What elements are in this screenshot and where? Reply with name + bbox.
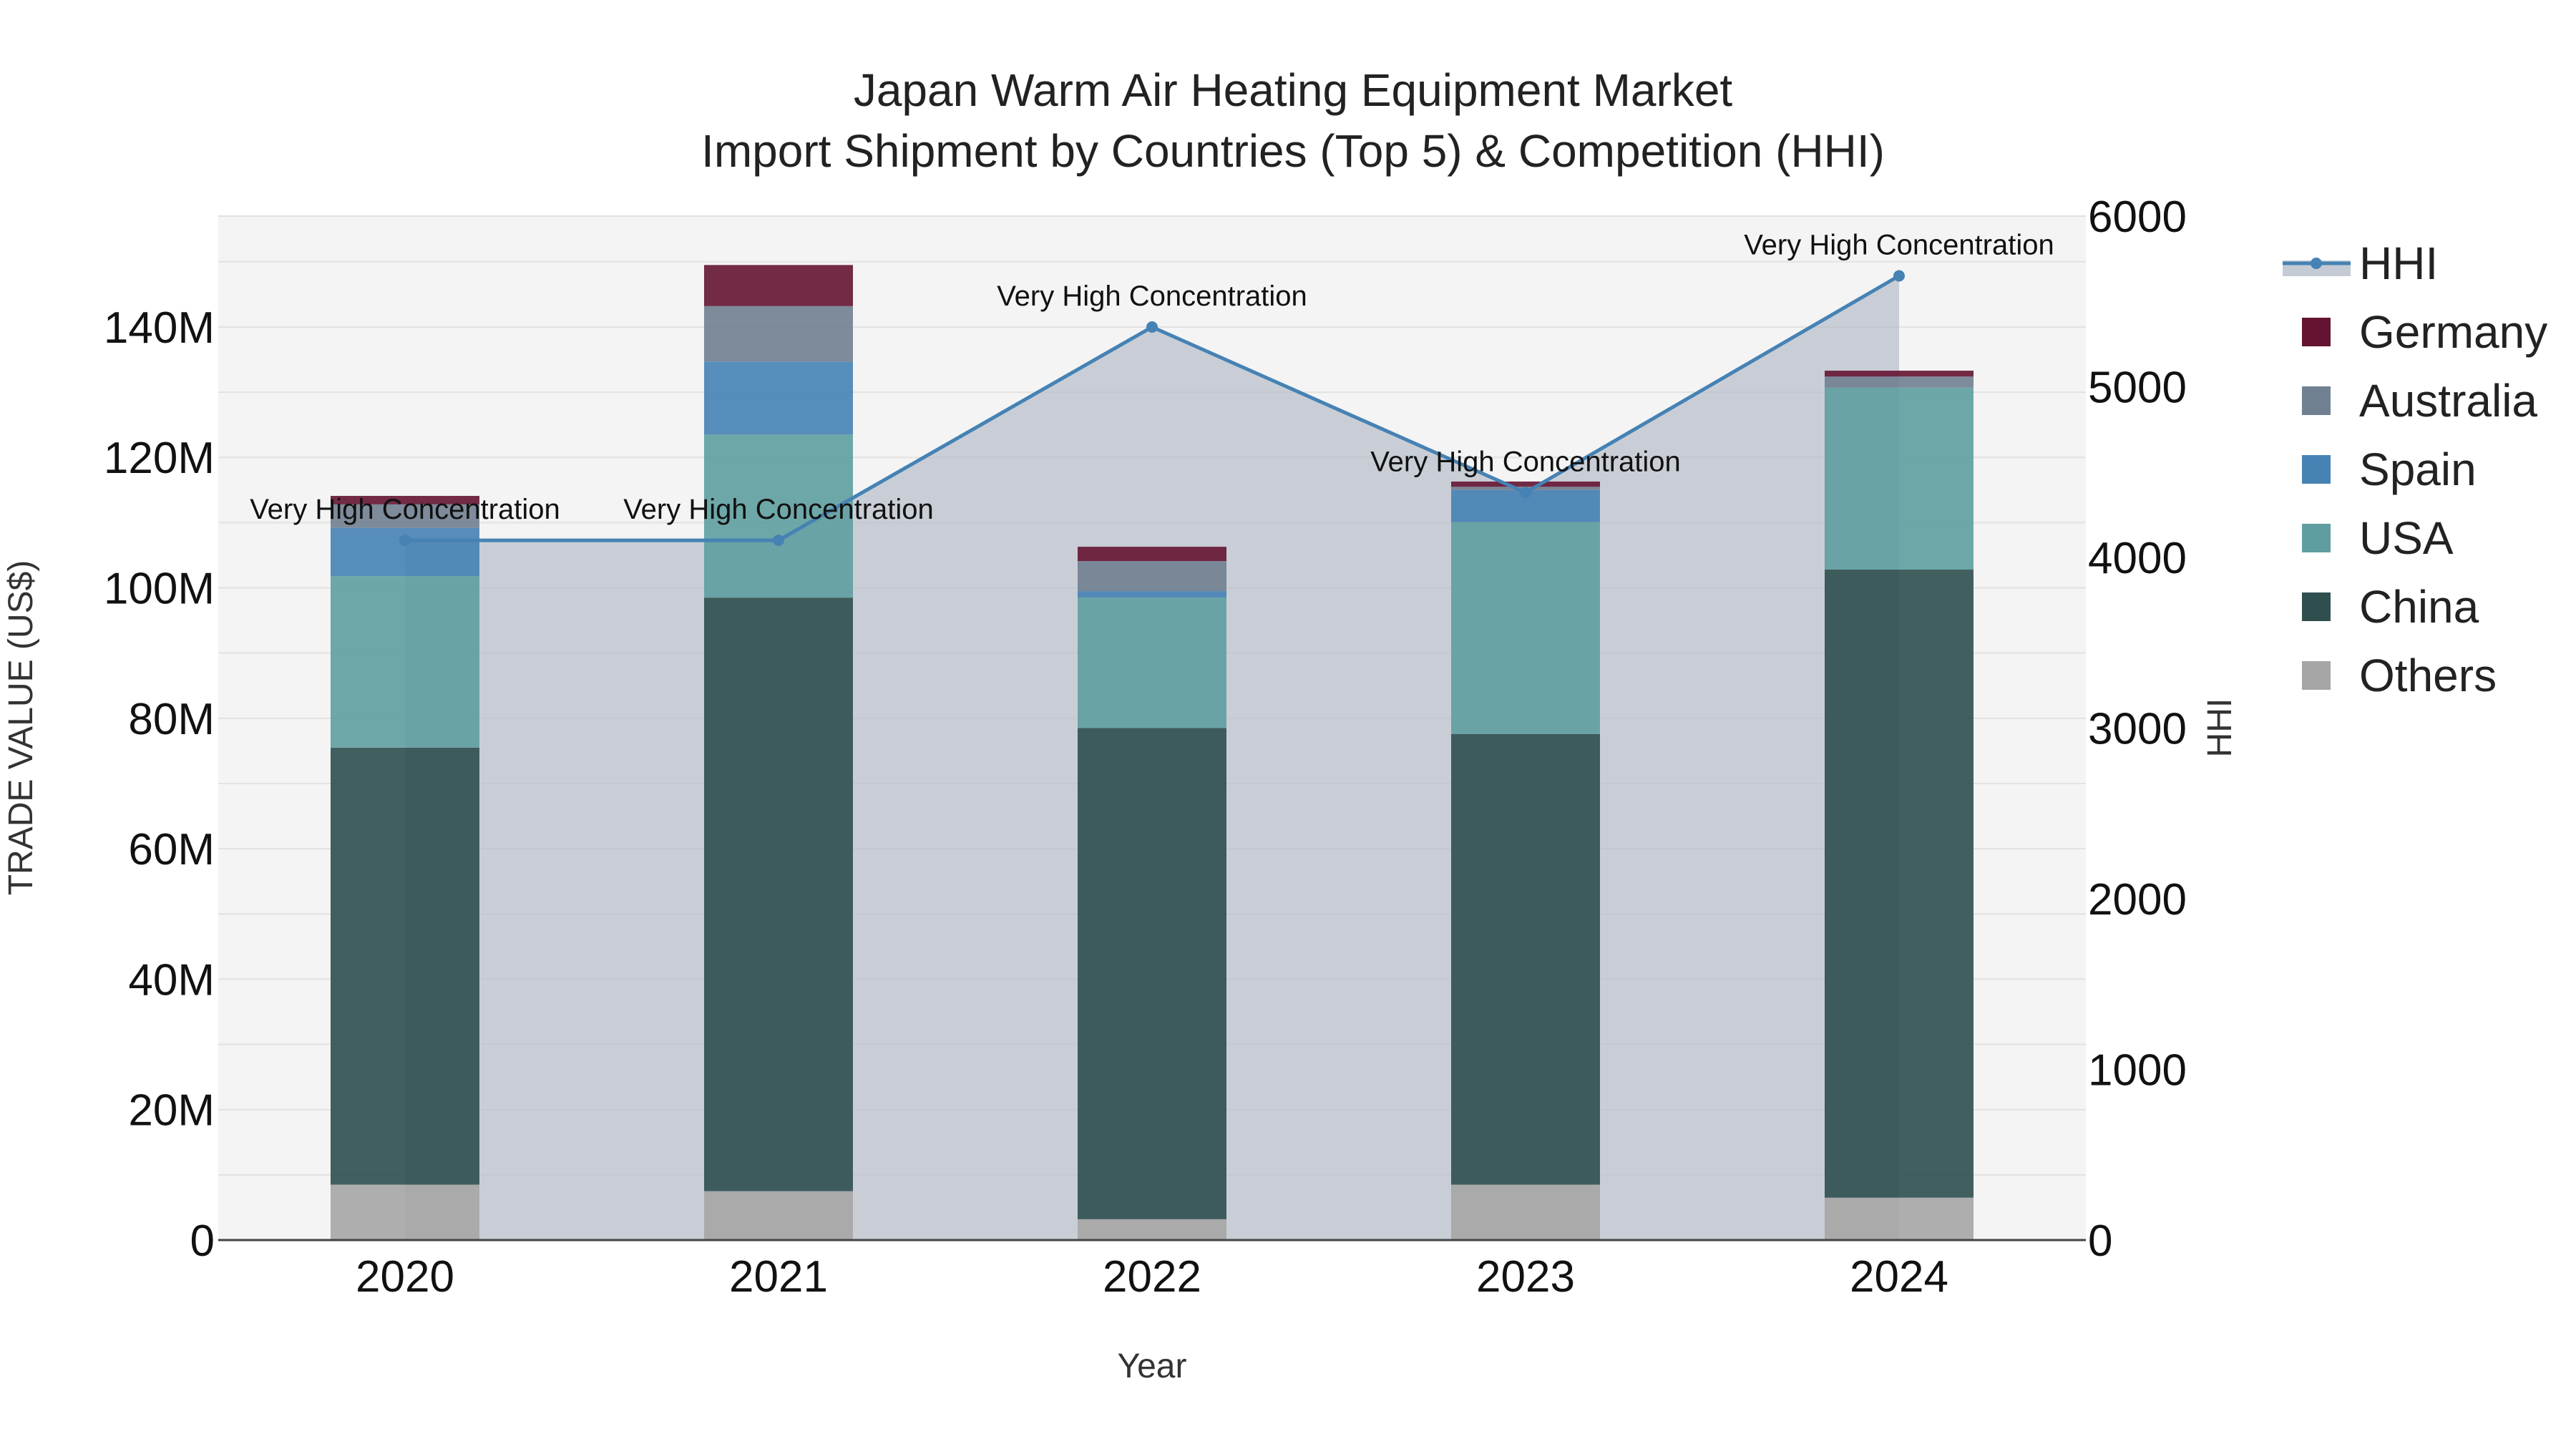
legend-swatch-spain — [2302, 455, 2331, 484]
bar-australia-2022 — [1078, 561, 1226, 592]
bar-spain-2022 — [1078, 591, 1226, 598]
legend-swatch-china — [2302, 592, 2331, 621]
x-tick-label-2024: 2024 — [1850, 1252, 1948, 1302]
x-tick-label-2021: 2021 — [729, 1252, 828, 1302]
y-tick-label: 0 — [190, 1216, 215, 1266]
hhi-annotations: Very High Concentration Very High Concent… — [250, 229, 2054, 525]
legend-swatch-germany — [2302, 318, 2331, 346]
hhi-line — [399, 270, 1905, 547]
bar-germany-2023 — [1451, 481, 1600, 487]
y2-tick-label: 6000 — [2088, 192, 2187, 242]
bar-germany-2024 — [1825, 371, 1974, 377]
hhi-annotation-2021: Very High Concentration — [623, 494, 934, 525]
y2-axis-title: HHI — [2201, 698, 2239, 758]
legend-label-hhi: HHI — [2359, 238, 2438, 289]
bar-germany-2021 — [704, 265, 853, 306]
x-tick-label-2022: 2022 — [1103, 1252, 1201, 1302]
legend-label-australia: Australia — [2359, 375, 2537, 426]
x-tick-label-2023: 2023 — [1476, 1252, 1575, 1302]
y-tick-label: 100M — [104, 565, 215, 614]
y2-tick-label: 1000 — [2088, 1046, 2187, 1096]
y-tick-label: 40M — [128, 955, 215, 1005]
bar-china-2021 — [704, 597, 853, 1191]
chart-subtitle: Import Shipment by Countries (Top 5) & C… — [701, 125, 1885, 177]
y2-tick-label: 5000 — [2088, 364, 2187, 413]
bar-australia-2024 — [1825, 376, 1974, 388]
x-axis-ticks: 2020 2021 2022 2023 2024 — [356, 1252, 1948, 1302]
bar-china-2020 — [331, 747, 479, 1185]
y-axis-title: TRADE VALUE (US$) — [2, 560, 40, 896]
bar-spain-2021 — [704, 361, 853, 435]
bar-germany-2020 — [331, 496, 479, 504]
bar-others-2023 — [1451, 1184, 1600, 1240]
hhi-point-2023 — [1520, 487, 1531, 499]
bar-germany-2022 — [1078, 547, 1226, 562]
hhi-annotation-2023: Very High Concentration — [1370, 446, 1681, 477]
bars — [331, 265, 1974, 1240]
y-tick-label: 60M — [128, 825, 215, 874]
y2-axis-ticks: 0 1000 2000 3000 4000 5000 6000 — [2088, 192, 2187, 1266]
bar-usa-2023 — [1451, 522, 1600, 734]
hhi-point-2020 — [399, 535, 411, 547]
legend-hhi-marker — [2311, 258, 2322, 269]
hhi-point-2024 — [1893, 270, 1905, 282]
bar-others-2020 — [331, 1184, 479, 1240]
y-tick-label: 120M — [104, 434, 215, 483]
legend-label-others: Others — [2359, 650, 2497, 701]
y-tick-label: 20M — [128, 1086, 215, 1136]
legend-label-china: China — [2359, 581, 2479, 633]
bar-others-2021 — [704, 1191, 853, 1240]
hhi-annotation-2022: Very High Concentration — [997, 280, 1307, 312]
hhi-point-2021 — [773, 535, 784, 547]
bar-australia-2020 — [331, 504, 479, 528]
bar-china-2022 — [1078, 728, 1226, 1219]
y-axis-ticks: 0 20M 40M 60M 80M 100M 120M 140M — [104, 303, 215, 1266]
legend-swatch-others — [2302, 661, 2331, 690]
bar-australia-2021 — [704, 306, 853, 362]
y2-tick-label: 0 — [2088, 1216, 2112, 1266]
legend: HHI Germany Australia Spain USA China Others — [2283, 238, 2547, 701]
legend-swatch-usa — [2302, 524, 2331, 552]
hhi-point-2022 — [1146, 321, 1158, 333]
y2-tick-label: 3000 — [2088, 705, 2187, 754]
y2-tick-label: 4000 — [2088, 534, 2187, 583]
x-tick-label-2020: 2020 — [356, 1252, 454, 1302]
bar-china-2024 — [1825, 570, 1974, 1198]
legend-label-germany: Germany — [2359, 306, 2547, 358]
bar-others-2024 — [1825, 1197, 1974, 1240]
chart-title: Japan Warm Air Heating Equipment Market — [854, 64, 1733, 116]
bar-usa-2022 — [1078, 597, 1226, 728]
y-tick-label: 140M — [104, 303, 215, 353]
x-axis-title: Year — [1118, 1347, 1187, 1385]
hhi-annotation-2024: Very High Concentration — [1744, 229, 2054, 260]
hhi-annotation-2020: Very High Concentration — [250, 494, 560, 525]
legend-label-usa: USA — [2359, 512, 2454, 564]
bar-usa-2020 — [331, 576, 479, 748]
bar-usa-2021 — [704, 434, 853, 598]
legend-label-spain: Spain — [2359, 444, 2477, 495]
bar-china-2023 — [1451, 733, 1600, 1185]
bar-usa-2024 — [1825, 387, 1974, 570]
bar-others-2022 — [1078, 1219, 1226, 1240]
y2-tick-label: 2000 — [2088, 875, 2187, 924]
legend-swatch-australia — [2302, 386, 2331, 415]
y-tick-label: 80M — [128, 695, 215, 744]
